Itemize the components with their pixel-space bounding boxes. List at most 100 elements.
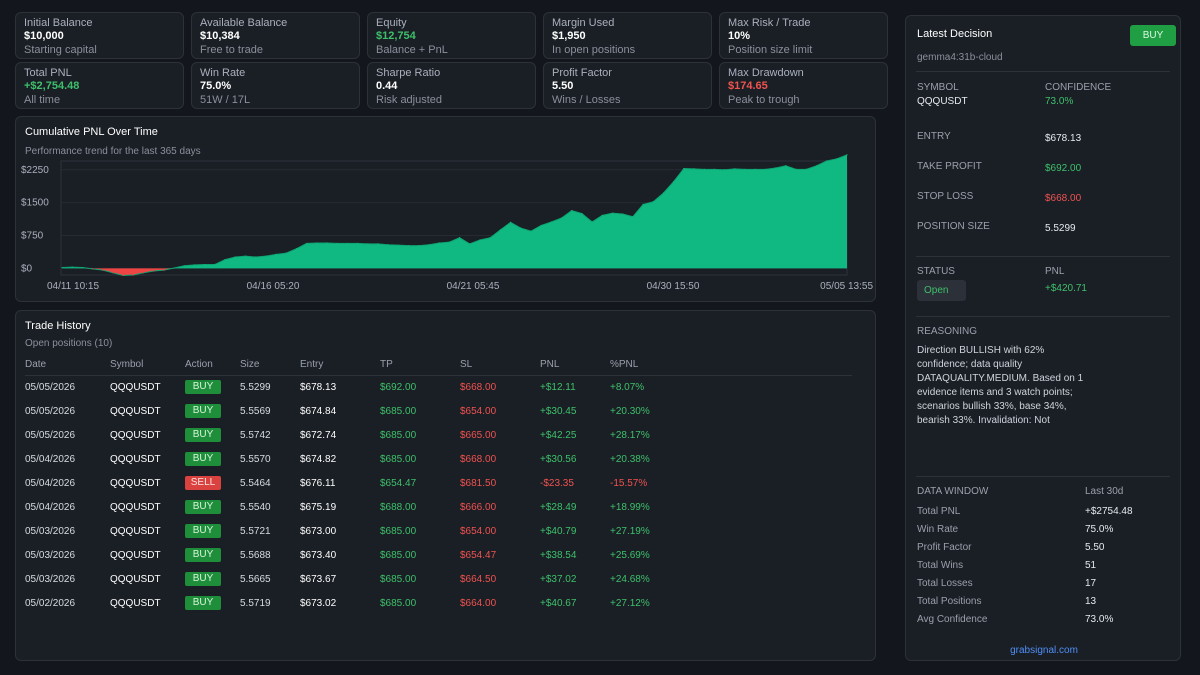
trade-action-cell: BUY xyxy=(185,543,240,567)
trade-size-cell: 5.5721 xyxy=(240,525,271,537)
decision-action-badge[interactable]: BUY xyxy=(1130,25,1176,46)
y-tick-label: $0 xyxy=(21,263,33,274)
stat-card-profit-factor: Profit Factor 5.50 Wins / Losses xyxy=(543,62,712,109)
pnl-data-point xyxy=(652,201,654,203)
pnl-data-point xyxy=(204,263,206,266)
trade-symbol-cell: QQQUSDT xyxy=(110,477,161,489)
trade-pct-cell: +25.69% xyxy=(610,549,650,561)
trade-pct-cell: +24.68% xyxy=(610,573,650,585)
trade-row[interactable]: 05/03/2026 QQQUSDT BUY 5.5688 $673.40 $685.00… xyxy=(25,543,852,567)
trade-size-cell: 5.5299 xyxy=(240,381,271,393)
column-header-date[interactable]: Date xyxy=(25,355,110,376)
trade-row[interactable]: 05/03/2026 QQQUSDT BUY 5.5721 $673.00 $685.00… xyxy=(25,519,852,543)
trade-tp-cell: $685.00 xyxy=(380,525,417,537)
trade-row[interactable]: 05/05/2026 QQQUSDT BUY 5.5742 $672.74 $685.00… xyxy=(25,423,852,447)
stat-sub: 51W / 17L xyxy=(200,94,251,106)
pnl-data-point xyxy=(509,221,512,223)
trade-pnl-cell: +$37.02 xyxy=(540,573,577,585)
pnl-data-point xyxy=(377,243,379,245)
action-badge: BUY xyxy=(185,404,221,418)
trade-size-cell: 5.5569 xyxy=(240,405,271,417)
position-size-label: POSITION SIZE xyxy=(917,221,990,232)
pnl-data-point xyxy=(601,214,603,216)
pnl-data-point xyxy=(265,255,267,257)
trade-sl-cell: $654.47 xyxy=(460,549,497,561)
column-header-pnl[interactable]: PNL xyxy=(540,355,610,376)
trade-row[interactable]: 05/05/2026 QQQUSDT BUY 5.5299 $678.13 $692.00… xyxy=(25,375,852,399)
pnl-data-point xyxy=(805,168,807,170)
column-header-pct-pnl[interactable]: %PNL xyxy=(610,355,852,376)
pnl-data-point xyxy=(244,255,247,257)
trade-size-cell: 5.5540 xyxy=(240,501,271,513)
decision-model: gemma4:31b-cloud xyxy=(917,52,1003,63)
column-header-size[interactable]: Size xyxy=(240,355,300,376)
pnl-data-point xyxy=(102,269,104,271)
trade-action-cell: SELL xyxy=(185,471,240,495)
trade-pnl-cell: +$40.79 xyxy=(540,525,577,537)
trade-entry-cell: $673.40 xyxy=(300,549,337,561)
pnl-value: +$420.71 xyxy=(1045,283,1087,294)
trade-sl-cell: $681.50 xyxy=(460,477,497,489)
trade-date-cell: 05/04/2026 xyxy=(25,501,76,513)
symbol-value: QQQUSDT xyxy=(917,96,968,107)
trade-date-cell: 05/05/2026 xyxy=(25,381,76,393)
stat-sub: In open positions xyxy=(552,44,636,56)
trade-row[interactable]: 05/04/2026 QQQUSDT SELL 5.5464 $676.11 $654.4… xyxy=(25,471,852,495)
action-badge: BUY xyxy=(185,524,221,538)
column-header-tp[interactable]: TP xyxy=(380,355,460,376)
action-badge: BUY xyxy=(185,452,221,466)
data-window-row: Total Wins 51 xyxy=(917,560,1170,578)
trade-row[interactable]: 05/04/2026 QQQUSDT BUY 5.5570 $674.82 $685.00… xyxy=(25,447,852,471)
trade-entry-cell: $673.67 xyxy=(300,573,337,585)
y-tick-label: $2250 xyxy=(21,165,49,176)
decision-title: Latest Decision xyxy=(917,28,993,40)
divider xyxy=(916,476,1170,477)
stat-label: Equity xyxy=(376,17,407,29)
pnl-data-point xyxy=(560,217,563,219)
data-window-row: Total Positions 13 xyxy=(917,596,1170,614)
trade-size-cell: 5.5688 xyxy=(240,549,271,561)
stat-label: Available Balance xyxy=(200,17,288,29)
trade-row[interactable]: 05/05/2026 QQQUSDT BUY 5.5569 $674.84 $685.00… xyxy=(25,399,852,423)
trade-table: Date Symbol Action Size Entry TP SL PNL %PNL 05/… xyxy=(25,355,852,615)
pnl-data-point xyxy=(642,203,644,206)
pnl-data-point xyxy=(295,248,298,250)
pnl-data-point xyxy=(581,213,583,215)
trade-date-cell: 05/03/2026 xyxy=(25,573,76,585)
pnl-data-point xyxy=(316,242,318,244)
trade-pnl-cell: +$40.67 xyxy=(540,597,577,609)
stat-card-available-balance: Available Balance $10,384 Free to trade xyxy=(191,12,360,59)
pnl-data-point xyxy=(754,168,756,170)
column-header-entry[interactable]: Entry xyxy=(300,355,380,376)
chart-title: Cumulative PNL Over Time xyxy=(25,126,158,138)
stat-card-max-risk-trade: Max Risk / Trade 10% Position size limit xyxy=(719,12,888,59)
stat-card-win-rate: Win Rate 75.0% 51W / 17L xyxy=(191,62,360,109)
symbol-label: SYMBOL xyxy=(917,82,959,93)
trade-row[interactable]: 05/03/2026 QQQUSDT BUY 5.5665 $673.67 $685.00… xyxy=(25,567,852,591)
column-header-action[interactable]: Action xyxy=(185,355,240,376)
column-header-symbol[interactable]: Symbol xyxy=(110,355,185,376)
trade-entry-cell: $676.11 xyxy=(300,477,336,489)
pnl-data-point xyxy=(275,253,277,255)
data-window-value: 75.0% xyxy=(1085,524,1114,535)
take-profit-value: $692.00 xyxy=(1045,163,1082,174)
pnl-data-point xyxy=(458,237,461,239)
divider xyxy=(916,256,1170,257)
trade-row[interactable]: 05/02/2026 QQQUSDT BUY 5.5719 $673.02 $685.00… xyxy=(25,591,852,615)
stat-label: Sharpe Ratio xyxy=(376,67,441,79)
trade-tp-cell: $688.00 xyxy=(380,501,417,513)
data-window-row: Win Rate 75.0% xyxy=(917,524,1170,542)
trade-entry-cell: $673.02 xyxy=(300,597,337,609)
trade-row[interactable]: 05/04/2026 QQQUSDT BUY 5.5540 $675.19 $688.00… xyxy=(25,495,852,519)
stat-card-margin-used: Margin Used $1,950 In open positions xyxy=(543,12,712,59)
pnl-data-point xyxy=(724,169,726,171)
status-label: STATUS xyxy=(917,266,955,277)
data-window-row: Total Losses 17 xyxy=(917,578,1170,596)
footer-link[interactable]: grabsignal.com xyxy=(1010,645,1078,656)
trade-symbol-cell: QQQUSDT xyxy=(110,549,161,561)
pnl-data-point xyxy=(122,274,124,277)
column-header-sl[interactable]: SL xyxy=(460,355,540,376)
trade-pct-cell: +18.99% xyxy=(610,501,650,513)
trade-history-title: Trade History xyxy=(25,320,91,332)
x-tick-label: 04/16 05:20 xyxy=(247,281,300,292)
